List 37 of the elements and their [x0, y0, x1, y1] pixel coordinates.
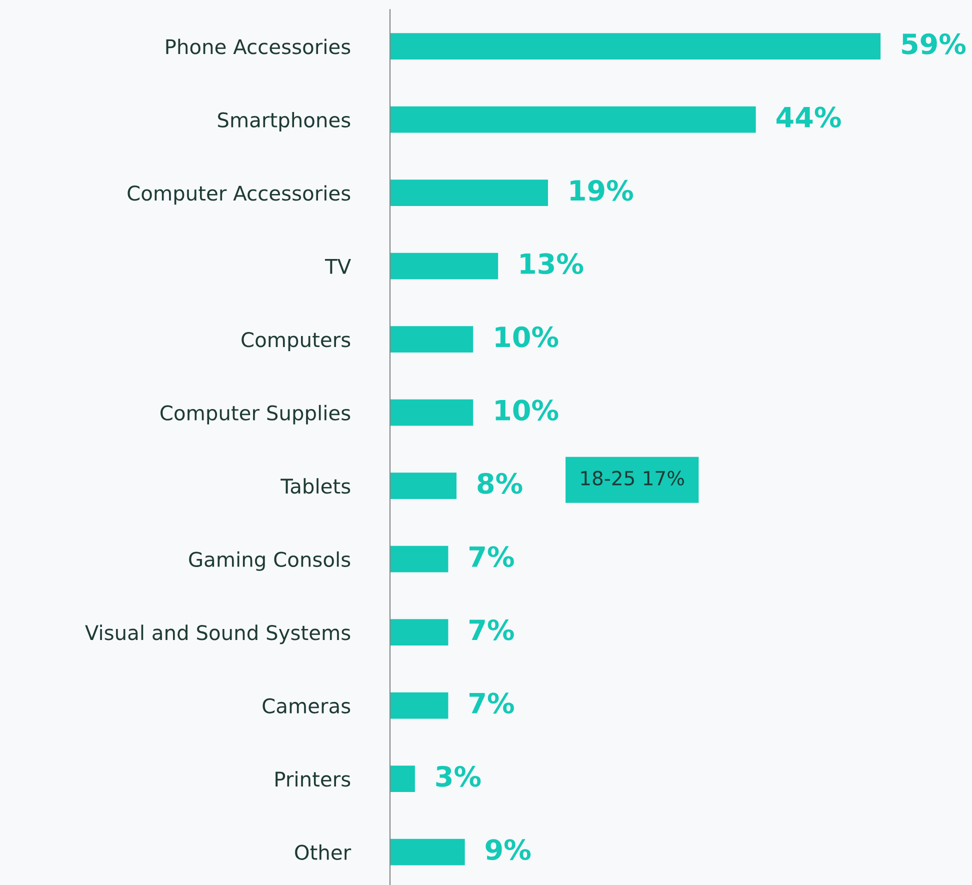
y-tick-label: Computer Supplies: [160, 404, 350, 424]
data-label: 13%: [520, 253, 584, 274]
bar: [390, 399, 474, 426]
data-label: 10%: [496, 326, 558, 348]
bar: [390, 326, 474, 353]
data-label: 7%: [470, 692, 514, 714]
bar: [390, 252, 498, 280]
y-tick-label: Smartphones: [218, 112, 350, 132]
y-tick-label: Computers: [242, 332, 350, 352]
bar: [390, 546, 448, 572]
data-label: 3%: [436, 766, 481, 787]
data-label: 59%: [902, 33, 966, 54]
bar: [390, 472, 457, 500]
data-label: 44%: [776, 106, 841, 128]
bar: [390, 180, 548, 206]
data-label: 7%: [470, 546, 514, 568]
data-label: 8%: [478, 472, 522, 494]
bar: [390, 838, 465, 866]
y-tick-label: Other: [295, 844, 352, 860]
data-label: 9%: [486, 839, 531, 860]
y-tick-label: Computer Accessories: [128, 185, 350, 205]
bar: [390, 33, 881, 60]
y-tick-label: TV: [324, 259, 351, 274]
y-tick-label: Printers: [276, 771, 350, 787]
y-tick-label: Phone Accessories: [166, 38, 350, 54]
bar: [390, 619, 448, 646]
y-tick-label: Tablets: [280, 478, 350, 494]
bar: [390, 692, 448, 719]
y-tick-label: Cameras: [262, 698, 350, 714]
annotation: 18-25 17%: [581, 470, 684, 486]
y-tick-label: Visual and Sound Systems: [85, 624, 350, 644]
bar: [390, 766, 415, 792]
y-tick-label: Gaming Consols: [189, 551, 350, 571]
bar: [390, 106, 756, 133]
data-label: 19%: [570, 180, 634, 201]
data-label: 10%: [496, 400, 558, 421]
data-label: 7%: [470, 619, 514, 640]
